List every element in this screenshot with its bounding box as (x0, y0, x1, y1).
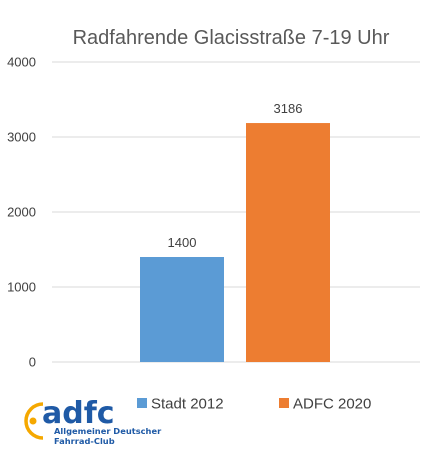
y-tick-label: 1000 (7, 280, 36, 295)
bars (140, 123, 330, 362)
legend-label-1: ADFC 2020 (293, 396, 371, 413)
bar-series-1 (246, 123, 330, 362)
y-tick-label: 4000 (7, 55, 36, 70)
chart-title: Radfahrende Glacisstraße 7-19 Uhr (73, 27, 390, 49)
logo-word: adfc (42, 396, 115, 431)
legend-swatch-0 (137, 398, 147, 408)
bar-series-0 (140, 257, 224, 362)
legend-label-0: Stadt 2012 (151, 396, 224, 413)
y-tick-label: 3000 (7, 130, 36, 145)
y-tick-label: 2000 (7, 205, 36, 220)
y-tick-label: 0 (29, 355, 36, 370)
logo-line-1: Allgemeiner Deutscher (54, 426, 162, 436)
logo-line-2: Fahrrad-Club (54, 436, 115, 446)
data-label-series-1: 3186 (274, 101, 303, 116)
legend: Stadt 2012 ADFC 2020 (137, 396, 371, 413)
gridlines (52, 61, 420, 363)
wheel-icon (24, 402, 44, 440)
data-label-series-0: 1400 (168, 235, 197, 250)
adfc-logo: adfc Allgemeiner Deutscher Fahrrad-Club (24, 396, 162, 446)
data-labels: 1400 3186 (168, 101, 303, 250)
y-axis-ticks: 0 1000 2000 3000 4000 (7, 55, 36, 370)
legend-swatch-1 (279, 398, 289, 408)
